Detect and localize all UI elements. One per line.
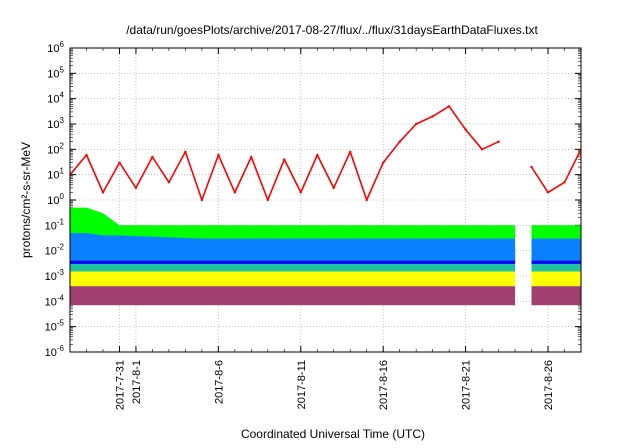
y-tick-exponent: -3 [57, 268, 65, 277]
y-tick-label: 10-5 [45, 319, 65, 334]
series-point [316, 153, 319, 157]
y-tick-base: 10 [45, 322, 57, 334]
x-tick-label: 2017-8-26 [543, 360, 555, 410]
series-point [480, 148, 484, 151]
series-group [70, 105, 581, 306]
y-tick-label: 10-2 [45, 243, 65, 258]
series-band [531, 225, 581, 239]
series-point [217, 153, 220, 157]
series-point [151, 155, 154, 159]
y-tick-base: 10 [47, 119, 59, 131]
series-point [85, 153, 88, 157]
series-point [250, 155, 253, 159]
y-axis-label: protons/cm²-s-sr-MeV [19, 142, 33, 258]
y-tick-base: 10 [47, 144, 59, 156]
series-point [431, 115, 434, 118]
series-point [118, 161, 121, 164]
series-point [447, 105, 451, 108]
y-tick-label: 101 [47, 167, 64, 182]
y-tick-label: 102 [47, 141, 64, 156]
series-point [497, 140, 500, 143]
y-tick-exponent: -6 [57, 344, 65, 353]
y-tick-label: 103 [47, 116, 64, 131]
y-tick-label: 104 [47, 91, 64, 106]
y-tick-label: 10-3 [45, 268, 65, 283]
y-tick-exponent: -5 [57, 319, 65, 328]
chart-title: /data/run/goesPlots/archive/2017-08-27/f… [126, 23, 538, 37]
series-point [101, 191, 105, 194]
y-tick-exponent: 0 [60, 192, 65, 201]
y-tick-exponent: -1 [57, 217, 65, 226]
plot-border [69, 47, 582, 353]
x-tick-label: 2017-8-6 [213, 360, 225, 404]
series-band [70, 286, 516, 306]
plot-area: 10-610-510-410-310-210-11001011021031041… [45, 40, 582, 410]
series-point [184, 150, 187, 153]
series-point [167, 181, 171, 184]
x-tick-label: 2017-8-11 [296, 360, 308, 409]
y-tick-exponent: 5 [60, 65, 65, 74]
y-tick-exponent: -4 [57, 293, 65, 302]
x-tick-label: 2017-8-21 [461, 360, 473, 410]
series-band [531, 286, 581, 306]
series-point [398, 140, 401, 143]
y-tick-exponent: 6 [60, 40, 65, 49]
series-point [134, 186, 138, 190]
series-point [546, 191, 550, 194]
series-point [415, 122, 418, 126]
series-band [531, 271, 581, 287]
series-point [382, 161, 385, 164]
y-tick-label: 106 [47, 40, 64, 55]
series-point [266, 198, 269, 202]
series-band [70, 207, 516, 239]
series-point [283, 158, 286, 161]
y-tick-label: 10-6 [45, 344, 65, 359]
series-band [70, 271, 516, 287]
y-tick-exponent: -2 [57, 243, 65, 252]
y-tick-base: 10 [47, 94, 59, 106]
x-tick-label: 2017-8-1 [131, 360, 143, 404]
y-tick-base: 10 [47, 170, 59, 182]
series-point [200, 198, 204, 202]
y-tick-base: 10 [47, 43, 59, 55]
y-tick-label: 10-4 [45, 293, 65, 308]
x-tick-label: 2017-7-31 [114, 360, 126, 410]
x-axis-label: Coordinated Universal Time (UTC) [241, 427, 425, 441]
series-point [332, 186, 335, 190]
y-tick-exponent: 1 [60, 167, 65, 176]
y-tick-base: 10 [45, 347, 57, 359]
series-point [563, 181, 566, 184]
series-point [233, 191, 236, 194]
y-tick-base: 10 [45, 271, 57, 283]
y-tick-base: 10 [45, 246, 57, 258]
y-tick-base: 10 [45, 220, 57, 232]
y-tick-exponent: 4 [60, 91, 65, 100]
series-point [530, 165, 533, 169]
series-point [349, 150, 352, 153]
x-tick-label: 2017-8-16 [378, 360, 390, 410]
y-tick-base: 10 [47, 195, 59, 207]
y-tick-exponent: 3 [60, 116, 65, 125]
y-tick-label: 105 [47, 65, 64, 80]
y-tick-label: 100 [47, 192, 64, 207]
series-band [531, 233, 581, 261]
series-point [365, 198, 368, 202]
series-point [299, 191, 302, 194]
y-tick-base: 10 [47, 68, 59, 80]
y-tick-label: 10-1 [45, 217, 65, 232]
y-tick-base: 10 [45, 296, 57, 308]
y-tick-exponent: 2 [60, 141, 65, 150]
series-point [464, 128, 467, 131]
